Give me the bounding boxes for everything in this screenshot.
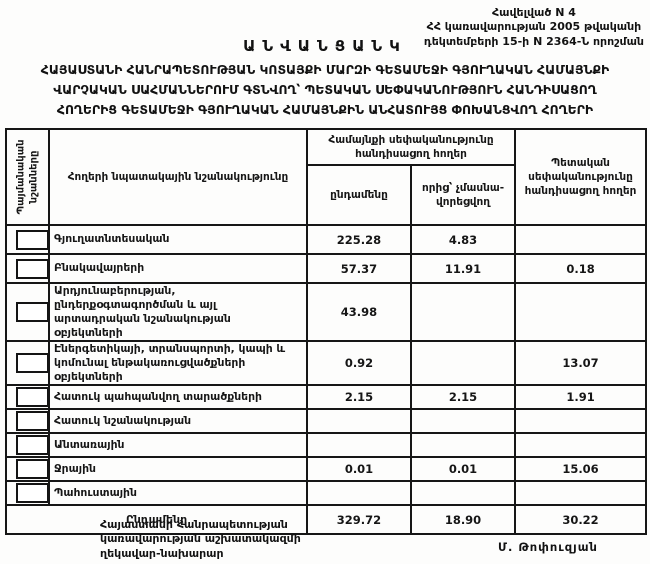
community-total-value bbox=[306, 408, 412, 435]
nonprivatized-value: 0.01 bbox=[409, 456, 517, 483]
appendix-line: դեկտեմբերի 15-ի N 2364-Ն որոշման bbox=[423, 34, 644, 48]
state-value: 13.07 bbox=[514, 340, 648, 387]
land-category-label: Անտառային bbox=[48, 432, 308, 459]
total-nonprivatized-value: 18.90 bbox=[409, 504, 517, 536]
legend-cell bbox=[5, 340, 50, 387]
total-state-value: 30.22 bbox=[514, 504, 648, 536]
legend-box bbox=[16, 411, 49, 432]
table-row: Գյուղատնտեսական 225.28 4.83 bbox=[5, 224, 648, 255]
legend-cell bbox=[5, 456, 50, 483]
legend-box bbox=[16, 459, 49, 480]
legend-box bbox=[16, 302, 49, 323]
state-value: 0.18 bbox=[514, 253, 648, 284]
appendix-reference: Հավելված N 4 ՀՀ կառավարության 2005 թվակա… bbox=[424, 6, 644, 49]
state-value: 15.06 bbox=[514, 456, 648, 483]
signatory-line: ղեկավար-նախարար bbox=[100, 546, 224, 560]
legend-cell bbox=[5, 224, 50, 255]
legend-cell bbox=[5, 480, 50, 507]
column-header-community-total: ընդամենը bbox=[306, 164, 412, 226]
signatory-block: Հայաստանի Հանրապետության կառավարության ա… bbox=[100, 518, 301, 561]
table-row: Ջրային 0.01 0.01 15.06 bbox=[5, 456, 648, 483]
land-category-label: Հատուկ նշանակության bbox=[48, 408, 308, 435]
community-total-value: 0.01 bbox=[306, 456, 412, 483]
column-header-purpose: Հողերի նպատակային նշանակությունը bbox=[48, 128, 308, 226]
nonprivatized-value bbox=[409, 408, 517, 435]
signature-name: Մ. Թոփուզյան bbox=[498, 540, 598, 554]
legend-cell bbox=[5, 281, 50, 343]
appendix-line: ՀՀ կառավարության 2005 թվականի bbox=[426, 20, 642, 34]
legend-box bbox=[16, 258, 49, 279]
nonprivatized-value: 4.83 bbox=[409, 224, 517, 255]
nonprivatized-value bbox=[409, 340, 517, 387]
table-total-row: Ընդամենը 329.72 18.90 30.22 bbox=[5, 504, 648, 536]
appendix-line: Հավելված N 4 bbox=[491, 6, 576, 19]
state-value bbox=[514, 281, 648, 343]
nonprivatized-value bbox=[409, 432, 517, 459]
community-total-value bbox=[306, 480, 412, 507]
state-value bbox=[514, 432, 648, 459]
title-line: ՀԱՅԱՍՏԱՆԻ ՀԱՆՐԱՊԵՏՈՒԹՅԱՆ ԿՈՏԱՅՔԻ ՄԱՐԶԻ Գ… bbox=[40, 62, 610, 77]
legend-box bbox=[16, 483, 49, 504]
column-header-symbols-label: Պայմանական նշանները bbox=[15, 139, 39, 215]
state-value bbox=[514, 480, 648, 507]
legend-cell bbox=[5, 432, 50, 459]
community-total-value: 43.98 bbox=[306, 281, 412, 343]
title-line: ՎԱՐՉԱԿԱՆ ՍԱՀՄԱՆՆԵՐՈՒՄ ԳՏՆՎՈՂ՝ ՊԵՏԱԿԱՆ ՍԵ… bbox=[53, 81, 597, 97]
legend-cell bbox=[5, 408, 50, 435]
column-group-community: Համայնքի սեփականությունը հանդիսացող հողե… bbox=[305, 128, 517, 166]
signatory-line: Հայաստանի Հանրապետության bbox=[100, 518, 288, 531]
column-header-state: Պետական սեփականությունը հանդիսացող հողեր bbox=[514, 128, 648, 226]
nonprivatized-value bbox=[409, 281, 517, 343]
document-heading: ԱՆՎԱՆՑԱՆԿ bbox=[243, 37, 407, 55]
nonprivatized-value: 2.15 bbox=[409, 384, 517, 411]
column-header-symbols: Պայմանական նշանները bbox=[5, 128, 50, 226]
state-value bbox=[514, 224, 648, 255]
signatory-line: կառավարության աշխատակազմի bbox=[100, 532, 301, 546]
total-community-value: 329.72 bbox=[306, 504, 412, 536]
land-category-label: Գյուղատնտեսական bbox=[48, 224, 308, 255]
land-category-label: Հատուկ պահպանվող տարածքների bbox=[48, 384, 308, 411]
table-row: Հատուկ նշանակության bbox=[5, 408, 648, 435]
legend-cell bbox=[5, 384, 50, 411]
table-row: Արդյունաբերության, ընդերքօգտագործման և ա… bbox=[5, 281, 648, 343]
title-line: ՀՈՂԵՐԻՑ ԳԵՏԱՄԵՋԻ ԳՅՈՒՂԱԿԱՆ ՀԱՄԱՅՆՔԻՆ ԱՆՀ… bbox=[56, 101, 594, 117]
land-category-label: Բնակավայրերի bbox=[48, 253, 308, 284]
state-value bbox=[514, 408, 648, 435]
community-total-value: 2.15 bbox=[306, 384, 412, 411]
community-total-value: 225.28 bbox=[306, 224, 412, 255]
legend-cell bbox=[5, 253, 50, 284]
table-row: Էներգետիկայի, տրանսպորտի, կապի և կոմունա… bbox=[5, 340, 648, 387]
nonprivatized-value: 11.91 bbox=[409, 253, 517, 284]
community-total-value: 57.37 bbox=[306, 253, 412, 284]
legend-box bbox=[16, 435, 49, 456]
land-category-label: Պահուստային bbox=[48, 480, 308, 507]
land-category-label: Էներգետիկայի, տրանսպորտի, կապի և կոմունա… bbox=[48, 340, 308, 387]
document-title: ՀԱՅԱՍՏԱՆԻ ՀԱՆՐԱՊԵՏՈՒԹՅԱՆ ԿՈՏԱՅՔԻ ՄԱՐԶԻ Գ… bbox=[0, 60, 650, 120]
table-row: Բնակավայրերի 57.37 11.91 0.18 bbox=[5, 253, 648, 284]
column-header-nonprivatized: որից՝ չմասնա-վորեցվող bbox=[409, 164, 517, 226]
legend-box bbox=[16, 387, 49, 408]
nonprivatized-value bbox=[409, 480, 517, 507]
legend-box bbox=[16, 353, 49, 374]
land-category-label: Արդյունաբերության, ընդերքօգտագործման և ա… bbox=[48, 281, 308, 343]
state-value: 1.91 bbox=[514, 384, 648, 411]
legend-box bbox=[16, 229, 49, 250]
table-row: Հատուկ պահպանվող տարածքների 2.15 2.15 1.… bbox=[5, 384, 648, 411]
land-category-label: Ջրային bbox=[48, 456, 308, 483]
land-table: Պայմանական նշանները Հողերի նպատակային նշ… bbox=[5, 128, 648, 536]
table-row: Պահուստային bbox=[5, 480, 648, 507]
table-row: Անտառային bbox=[5, 432, 648, 459]
community-total-value bbox=[306, 432, 412, 459]
community-total-value: 0.92 bbox=[306, 340, 412, 387]
total-label: Ընդամենը bbox=[5, 504, 308, 536]
